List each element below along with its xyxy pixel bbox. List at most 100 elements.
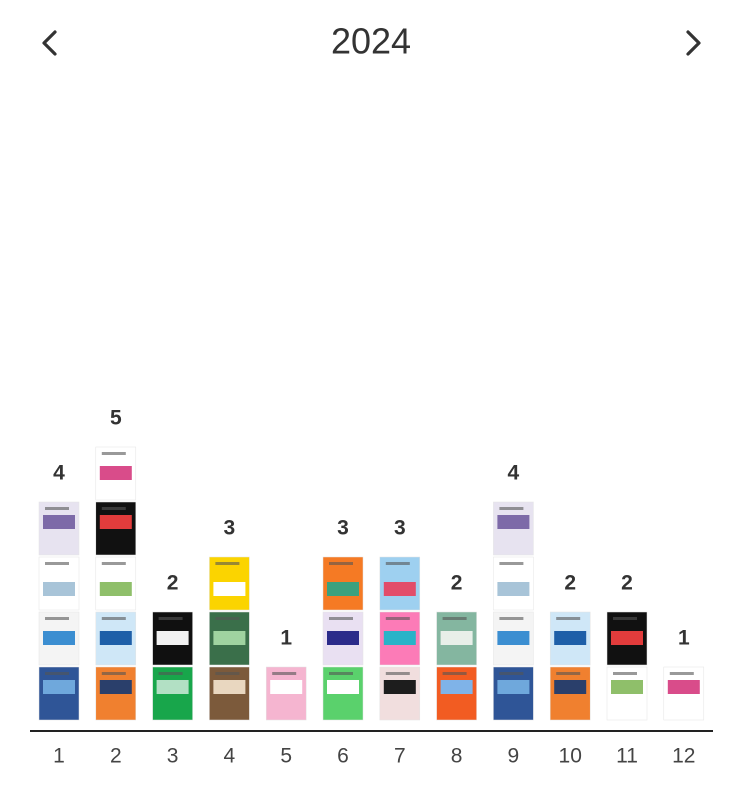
cover-text xyxy=(45,507,69,510)
book-cover xyxy=(493,556,534,611)
cover-band xyxy=(99,466,132,480)
count-label: 5 xyxy=(110,407,122,430)
cover-text xyxy=(45,562,69,565)
cover-band xyxy=(99,515,132,529)
month-label: 2 xyxy=(110,745,122,768)
cover-text xyxy=(499,617,524,620)
cover-band xyxy=(611,680,643,694)
cover-band xyxy=(497,631,530,645)
book-cover xyxy=(38,501,80,556)
cover-text xyxy=(215,562,240,565)
book-cover xyxy=(549,666,591,721)
month-stack xyxy=(322,556,364,721)
cover-band xyxy=(554,680,587,694)
prev-arrow[interactable] xyxy=(42,30,57,56)
book-cover xyxy=(322,666,364,721)
count-label: 2 xyxy=(621,572,633,595)
cover-band xyxy=(440,631,473,645)
cover-text xyxy=(499,672,524,675)
book-cover xyxy=(493,666,534,721)
book-cover xyxy=(152,611,193,666)
cover-text xyxy=(101,672,126,675)
cover-band xyxy=(667,680,700,694)
book-cover xyxy=(606,666,648,721)
year-title: 2024 xyxy=(331,21,411,62)
book-cover xyxy=(38,666,80,721)
book-cover xyxy=(436,611,477,666)
month-label: 6 xyxy=(337,745,349,768)
count-label: 1 xyxy=(678,627,690,650)
cover-band xyxy=(43,680,75,694)
next-arrow[interactable] xyxy=(686,30,701,56)
book-cover xyxy=(322,611,364,666)
book-cover xyxy=(95,611,137,666)
book-cover xyxy=(95,666,137,721)
count-label: 2 xyxy=(451,572,463,595)
book-cover xyxy=(493,501,534,556)
month-stack xyxy=(436,611,477,721)
book-cover xyxy=(379,556,421,611)
cover-band xyxy=(497,680,530,694)
cover-text xyxy=(45,617,69,620)
cover-band xyxy=(43,582,75,596)
cover-band xyxy=(213,582,246,596)
cover-text xyxy=(158,617,183,620)
cover-text xyxy=(158,672,183,675)
month-stack xyxy=(265,666,307,721)
prev-year-button[interactable] xyxy=(30,22,70,62)
cover-band xyxy=(99,631,132,645)
cover-band xyxy=(43,631,75,645)
cover-band xyxy=(99,680,132,694)
book-cover xyxy=(549,611,591,666)
cover-band xyxy=(327,631,359,645)
cover-band xyxy=(383,631,416,645)
next-hit-area[interactable] xyxy=(673,22,713,62)
next-year-button[interactable] xyxy=(673,22,713,62)
cover-text xyxy=(613,672,637,675)
book-cover xyxy=(95,501,137,556)
month-stack xyxy=(663,666,705,721)
month-label: 1 xyxy=(53,745,65,768)
month-label: 9 xyxy=(508,745,520,768)
cover-text xyxy=(613,617,637,620)
count-label: 3 xyxy=(224,517,236,540)
count-label: 2 xyxy=(564,572,576,595)
month-label: 12 xyxy=(672,745,695,768)
cover-band xyxy=(213,680,246,694)
book-cover xyxy=(209,611,250,666)
prev-hit-area[interactable] xyxy=(30,22,70,62)
cover-text xyxy=(215,617,240,620)
count-label: 1 xyxy=(280,627,292,650)
month-label: 11 xyxy=(616,745,638,768)
cover-text xyxy=(101,452,126,455)
book-cover xyxy=(152,666,193,721)
cover-text xyxy=(385,672,410,675)
month-stack xyxy=(379,556,421,721)
cover-band xyxy=(383,680,416,694)
book-cover xyxy=(379,611,421,666)
cover-text xyxy=(101,617,126,620)
book-cover xyxy=(209,556,250,611)
book-cover xyxy=(95,446,137,501)
month-stack xyxy=(209,556,250,721)
book-cover xyxy=(436,666,477,721)
cover-text xyxy=(101,507,126,510)
cover-text xyxy=(272,672,297,675)
cover-band xyxy=(156,631,189,645)
book-cover xyxy=(663,666,705,721)
cover-text xyxy=(385,562,410,565)
cover-band xyxy=(156,680,189,694)
cover-text xyxy=(329,672,353,675)
count-label: 3 xyxy=(394,517,406,540)
month-stack xyxy=(95,446,137,721)
month-label: 3 xyxy=(167,745,179,768)
cover-text xyxy=(101,562,126,565)
month-stack xyxy=(152,611,193,721)
cover-band xyxy=(99,582,132,596)
book-cover xyxy=(322,556,364,611)
month-label: 10 xyxy=(559,745,582,768)
cover-text xyxy=(556,672,581,675)
book-cover xyxy=(265,666,307,721)
